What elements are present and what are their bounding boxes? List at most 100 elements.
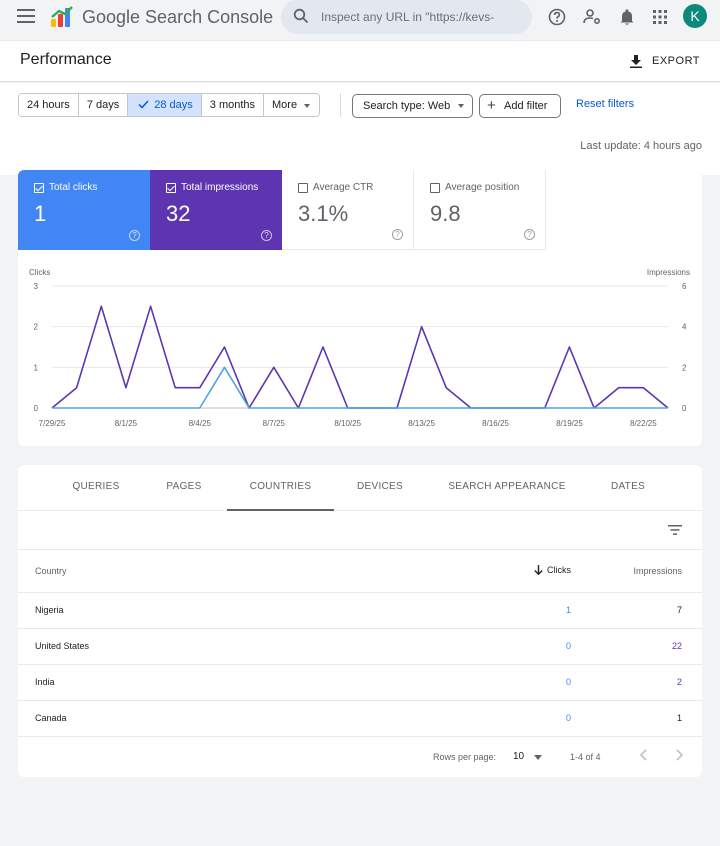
apps-grid-icon[interactable] <box>650 7 670 27</box>
download-icon <box>630 54 642 68</box>
help-icon[interactable]: ? <box>392 229 403 240</box>
tab-pages[interactable]: PAGES <box>166 481 202 492</box>
checkbox-checked-icon[interactable] <box>166 182 176 193</box>
series-line-impressions <box>51 305 669 409</box>
performance-chart: Clicks Impressions 0 1 2 3 0 2 4 6 7/29/25 8/1/25 8/… <box>29 268 690 428</box>
search-console-logo-icon <box>51 6 73 27</box>
clicks-cell: 0 <box>565 713 571 723</box>
dimension-tabs: QUERIES PAGES COUNTRIES DEVICES SEARCH A… <box>18 465 702 511</box>
dropdown-caret-icon[interactable] <box>534 755 542 760</box>
manage-users-icon[interactable] <box>582 7 602 27</box>
search-icon[interactable] <box>293 8 309 24</box>
x-tick-label: 8/10/25 <box>334 419 361 428</box>
add-filter-button[interactable]: + Add filter <box>479 94 561 118</box>
metric-value: 9.8 <box>430 201 461 226</box>
column-impressions[interactable]: Impressions <box>633 566 682 576</box>
metric-average-position[interactable]: Average position 9.8 ? <box>414 170 546 250</box>
right-axis-label: Impressions <box>647 268 690 277</box>
column-clicks[interactable]: Clicks <box>534 565 571 575</box>
column-clicks-label: Clicks <box>547 565 571 575</box>
search-type-dropdown[interactable]: Search type: Web <box>352 94 473 118</box>
left-tick-label: 3 <box>34 282 39 291</box>
reset-filters-link[interactable]: Reset filters <box>576 98 635 110</box>
tab-dates[interactable]: DATES <box>610 481 646 492</box>
performance-card: Total clicks 1 ? Total impressions 32 ? … <box>18 170 702 446</box>
page-title: Performance <box>20 51 112 68</box>
filter-list-icon[interactable] <box>668 524 682 536</box>
table-row[interactable]: India 0 2 <box>18 665 702 701</box>
column-country[interactable]: Country <box>35 566 67 576</box>
url-inspection-search[interactable] <box>281 0 532 34</box>
next-page-icon[interactable] <box>672 748 686 762</box>
help-icon[interactable]: ? <box>524 229 535 240</box>
metric-average-ctr[interactable]: Average CTR 3.1% ? <box>282 170 414 250</box>
tab-queries[interactable]: QUERIES <box>72 481 120 492</box>
left-tick-label: 1 <box>34 363 39 372</box>
export-label: EXPORT <box>652 55 701 67</box>
right-tick-label: 6 <box>682 282 687 291</box>
range-24-hours[interactable]: 24 hours <box>19 94 79 116</box>
account-avatar[interactable]: K <box>683 4 707 28</box>
add-filter-label: Add filter <box>504 100 548 112</box>
app-title[interactable]: Google Search Console <box>82 7 274 27</box>
metric-value: 1 <box>34 201 47 226</box>
range-7-days[interactable]: 7 days <box>78 94 129 116</box>
metric-label: Total impressions <box>181 182 259 193</box>
x-tick-label: 8/16/25 <box>482 419 509 428</box>
table-filter-row <box>18 512 702 550</box>
menu-icon[interactable] <box>17 9 35 23</box>
right-tick-label: 4 <box>682 323 687 332</box>
checkbox-checked-icon[interactable] <box>34 182 44 193</box>
range-3-months[interactable]: 3 months <box>201 94 265 116</box>
metric-label: Average position <box>445 182 520 193</box>
right-tick-label: 0 <box>682 404 687 413</box>
help-icon[interactable] <box>547 7 567 27</box>
metric-total-clicks[interactable]: Total clicks 1 ? <box>18 170 150 250</box>
export-button[interactable]: EXPORT <box>630 51 700 71</box>
x-tick-label: 8/19/25 <box>556 419 583 428</box>
table-row[interactable]: Nigeria 1 7 <box>18 593 702 629</box>
left-tick-label: 2 <box>34 323 39 332</box>
metric-value: 32 <box>166 201 191 226</box>
country-cell: United States <box>35 641 90 651</box>
dropdown-caret-icon <box>304 104 311 108</box>
help-icon[interactable]: ? <box>261 230 272 241</box>
notifications-bell-icon[interactable] <box>617 7 637 27</box>
checkbox-unchecked-icon[interactable] <box>298 182 308 193</box>
rows-per-page-select[interactable]: 10 <box>513 751 525 762</box>
table-pagination: Rows per page: 10 1-4 of 4 <box>18 738 702 774</box>
table-row[interactable]: United States 0 22 <box>18 629 702 665</box>
data-table-card: QUERIES PAGES COUNTRIES DEVICES SEARCH A… <box>18 465 702 777</box>
url-inspection-input[interactable] <box>321 8 521 26</box>
checkbox-unchecked-icon[interactable] <box>430 182 440 193</box>
left-axis-label: Clicks <box>29 268 50 277</box>
tab-devices[interactable]: DEVICES <box>356 481 403 492</box>
metric-total-impressions[interactable]: Total impressions 32 ? <box>150 170 282 250</box>
x-tick-label: 7/29/25 <box>39 419 66 428</box>
country-cell: Canada <box>35 713 67 723</box>
top-app-bar: Google Search Console K <box>0 0 720 34</box>
range-28-days[interactable]: 28 days <box>128 94 202 116</box>
impressions-cell: 22 <box>671 641 682 651</box>
x-tick-label: 8/1/25 <box>115 419 138 428</box>
last-update-text: Last update: 4 hours ago <box>580 140 702 152</box>
x-tick-label: 8/13/25 <box>408 419 435 428</box>
filter-bar: 24 hours 7 days 28 days 3 months More Se… <box>0 83 720 175</box>
search-type-label: Search type: Web <box>363 100 451 112</box>
table-row[interactable]: Canada 0 1 <box>18 701 702 737</box>
more-label: More <box>272 99 298 111</box>
impressions-cell: 1 <box>676 713 682 723</box>
series-line-clicks <box>52 366 668 409</box>
date-range-selector: 24 hours 7 days 28 days 3 months More <box>18 93 321 117</box>
more-ranges-dropdown[interactable]: More <box>264 94 320 116</box>
tab-countries[interactable]: COUNTRIES <box>227 465 334 511</box>
impressions-cell: 2 <box>676 677 682 687</box>
clicks-cell: 0 <box>565 641 571 651</box>
tab-search-appearance[interactable]: SEARCH APPEARANCE <box>448 481 566 492</box>
help-icon[interactable]: ? <box>129 230 140 241</box>
right-tick-label: 2 <box>682 363 687 372</box>
previous-page-icon[interactable] <box>637 748 651 762</box>
divider <box>340 93 341 117</box>
rows-per-page-label: Rows per page: <box>433 752 497 762</box>
country-cell: India <box>35 677 55 687</box>
